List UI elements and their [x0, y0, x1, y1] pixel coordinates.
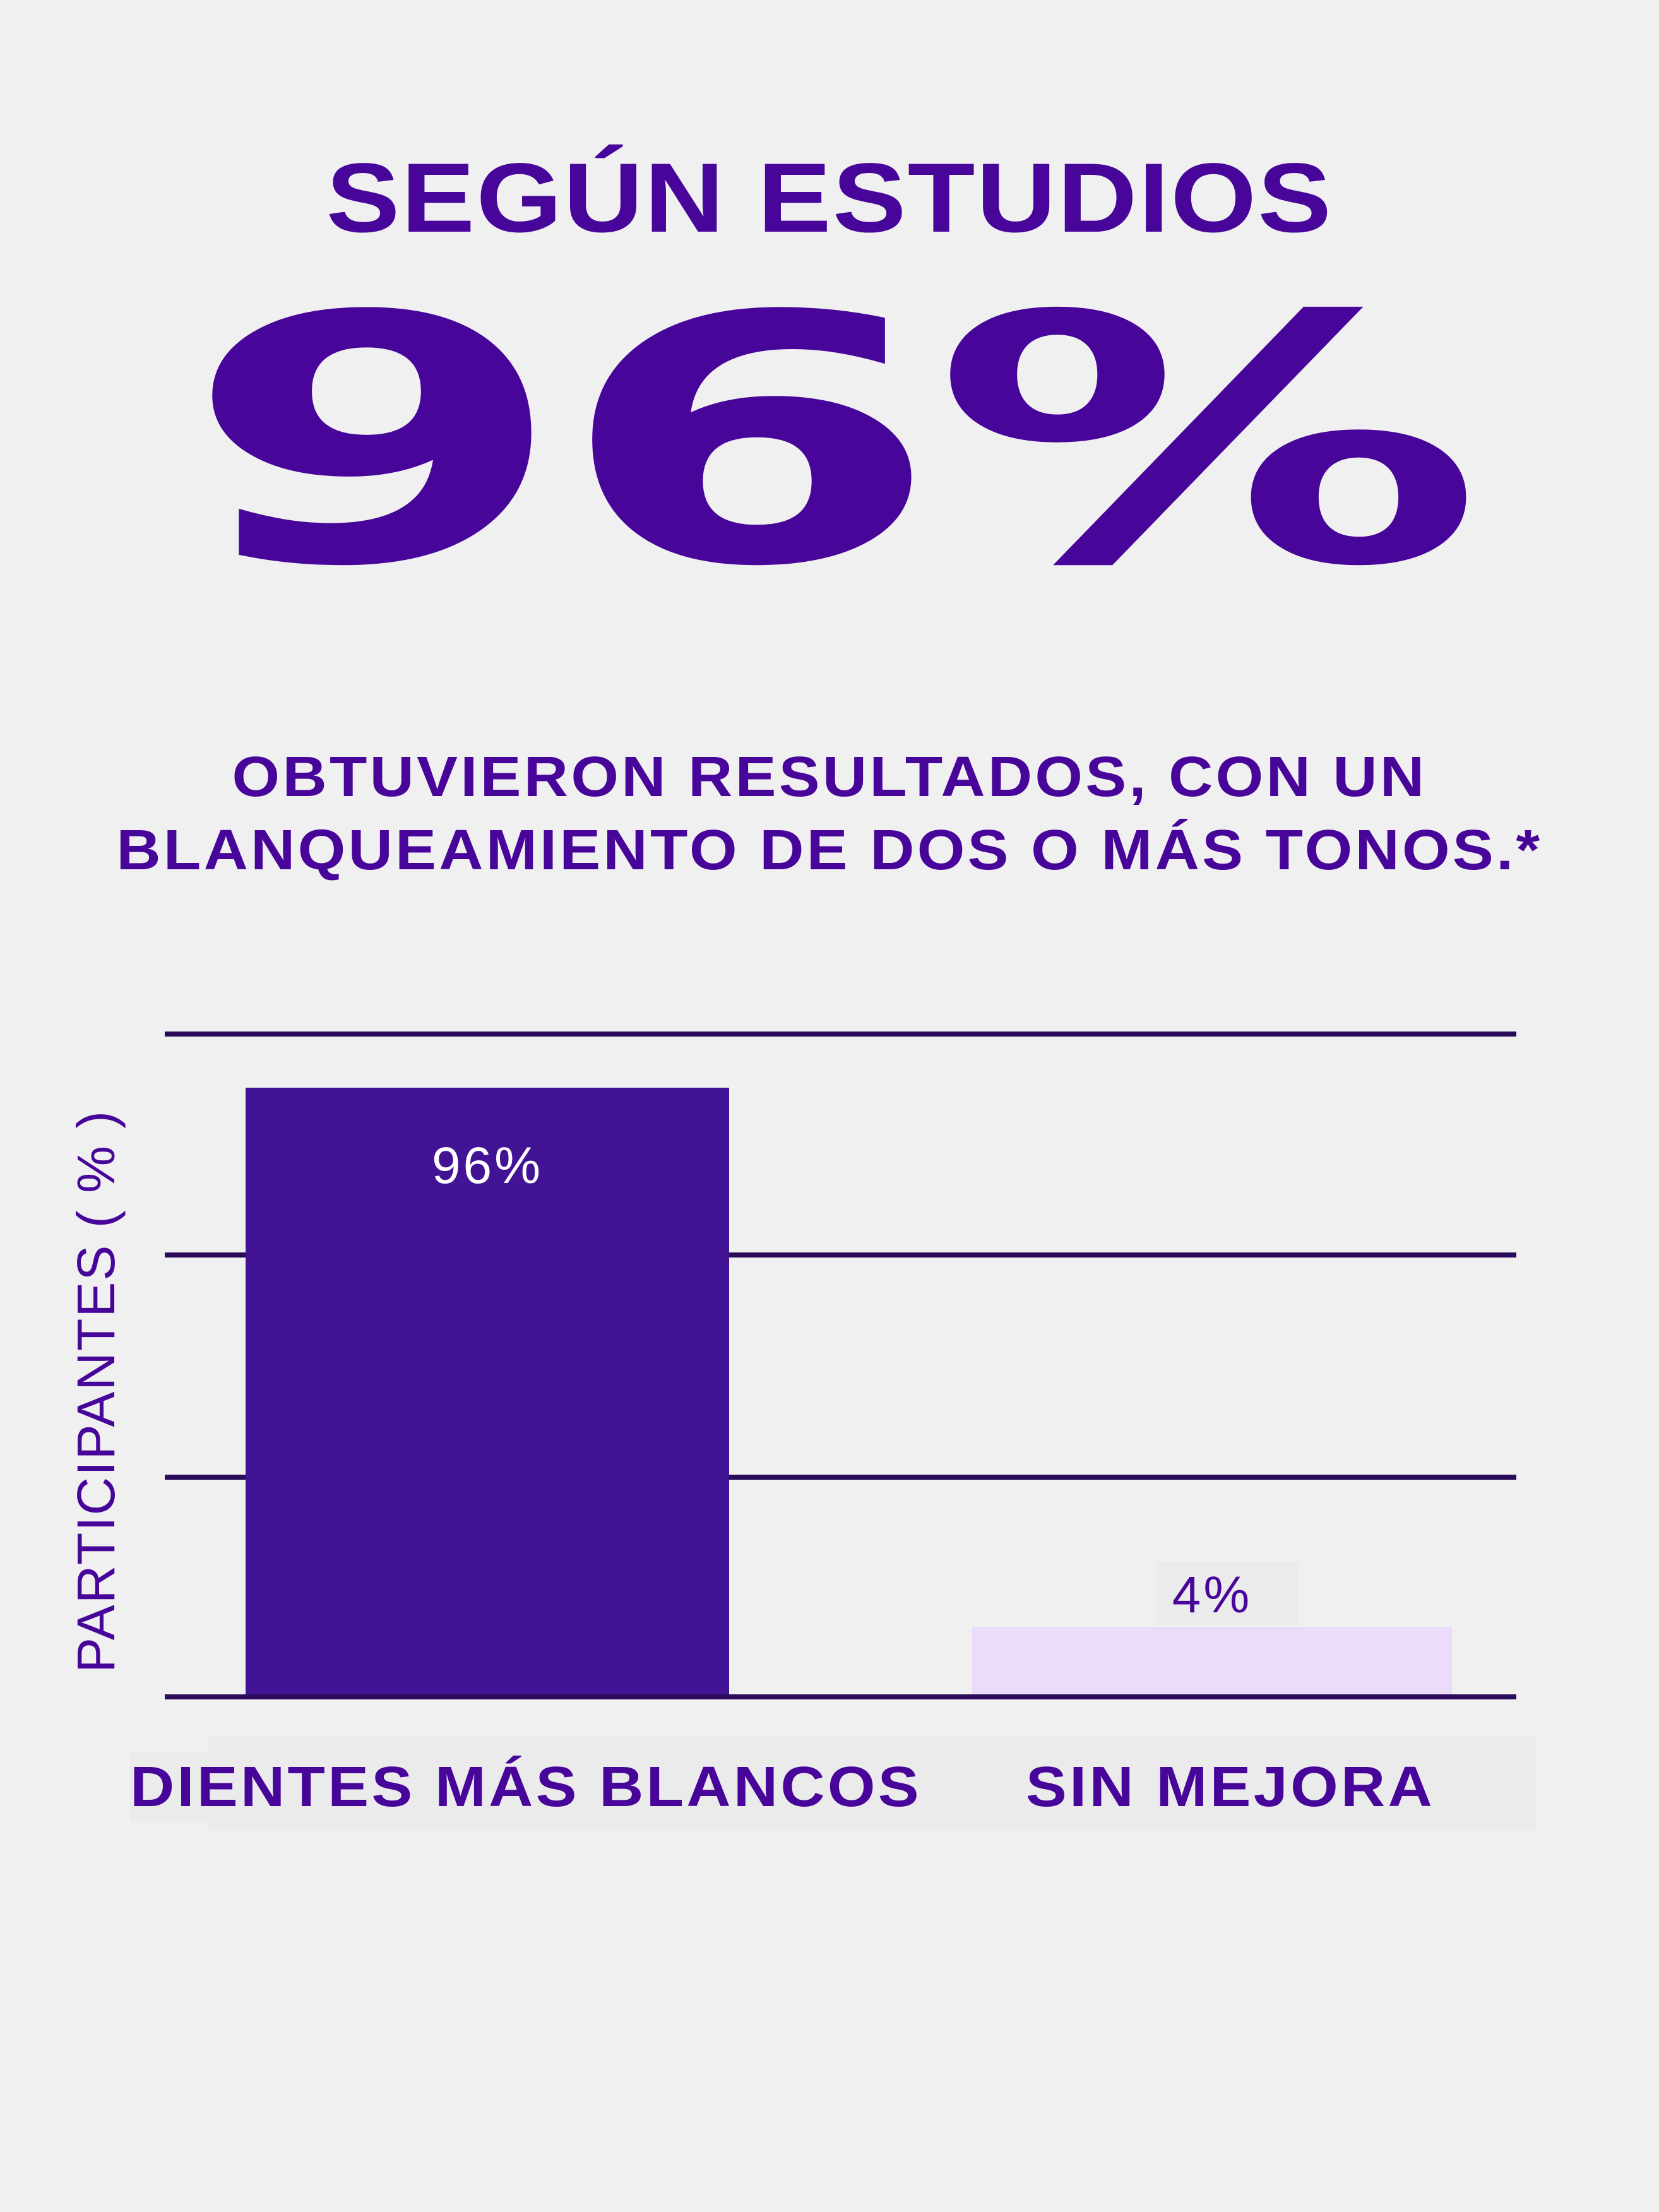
category-label-background — [130, 1752, 212, 1821]
bar-dientes-mas-blancos — [246, 1088, 729, 1697]
bar-value-label: 96% — [431, 1137, 544, 1194]
gridline — [165, 1252, 1516, 1258]
y-axis-label: PARTICIPANTES ( % ) — [66, 1109, 126, 1673]
category-label-background — [208, 1736, 1537, 1831]
gridline — [165, 1032, 1516, 1037]
category-label-sin-mejora: SIN MEJORA — [1026, 1756, 1436, 1819]
category-label-dientes-mas-blancos: DIENTES MÁS BLANCOS — [130, 1756, 922, 1819]
gridline — [165, 1475, 1516, 1480]
x-axis-baseline — [165, 1694, 1516, 1699]
value-label-background — [1157, 1562, 1299, 1625]
subtitle-line-2: BLANQUEAMIENTO DE DOS O MÁS TONOS.* — [116, 819, 1543, 882]
headline-percentage: 96% — [184, 242, 1484, 641]
bar-sin-mejora — [972, 1627, 1452, 1697]
subtitle-line-1: OBTUVIERON RESULTADOS, CON UN — [232, 746, 1427, 809]
page-title: SEGÚN ESTUDIOS — [326, 143, 1333, 253]
bar-value-label: 4% — [1172, 1566, 1252, 1624]
